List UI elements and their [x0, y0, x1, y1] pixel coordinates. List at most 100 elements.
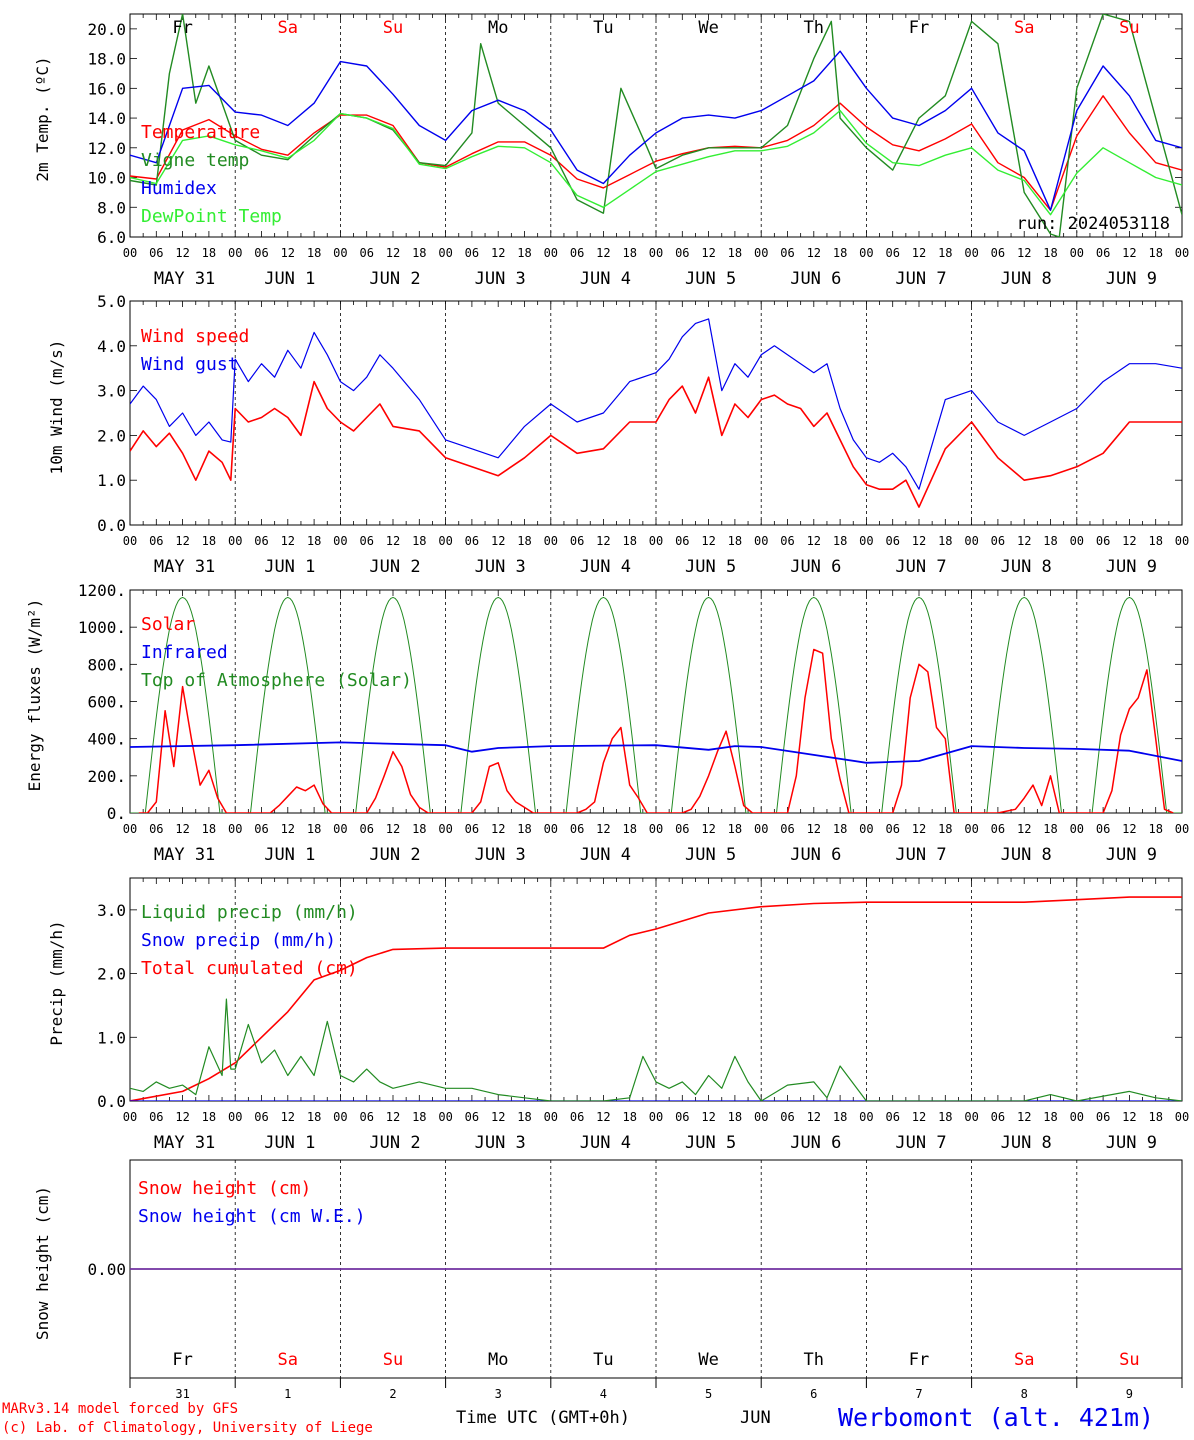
hour-tick-label: 00 — [859, 1110, 873, 1124]
hour-tick-label: 18 — [938, 246, 952, 260]
weekday-label: Sa — [1014, 1350, 1034, 1370]
date-label: JUN 2 — [369, 557, 420, 577]
hour-tick-label: 18 — [622, 246, 636, 260]
hour-tick-label: 06 — [991, 246, 1005, 260]
run-label: run: 2024053118 — [1016, 214, 1170, 234]
hour-tick-label: 12 — [491, 246, 505, 260]
weekday-label: Fr — [172, 18, 192, 38]
hour-tick-label: 00 — [754, 534, 768, 548]
day-number-label: 4 — [600, 1387, 607, 1401]
hour-tick-label: 18 — [938, 1110, 952, 1124]
hour-tick-label: 00 — [333, 246, 347, 260]
date-label: JUN 9 — [1106, 845, 1157, 865]
date-label: JUN 3 — [475, 1133, 526, 1153]
legend-entry: Humidex — [141, 178, 217, 199]
hour-tick-label: 12 — [912, 534, 926, 548]
hour-tick-label: 18 — [622, 1110, 636, 1124]
hour-tick-label: 00 — [228, 534, 242, 548]
date-label: JUN 6 — [790, 845, 841, 865]
hour-tick-label: 18 — [412, 246, 426, 260]
hour-tick-label: 12 — [807, 534, 821, 548]
hour-tick-label: 18 — [307, 246, 321, 260]
hour-tick-label: 06 — [780, 1110, 794, 1124]
date-label: JUN 5 — [685, 1133, 736, 1153]
y-tick-label: 18.0 — [87, 50, 126, 69]
hour-tick-label: 18 — [728, 534, 742, 548]
day-number-label: 31 — [175, 1387, 189, 1401]
hour-tick-label: 12 — [1122, 822, 1136, 836]
hour-tick-label: 00 — [1175, 246, 1189, 260]
hour-tick-label: 12 — [386, 1110, 400, 1124]
hour-tick-label: 06 — [780, 534, 794, 548]
weekday-label: We — [698, 1350, 718, 1370]
hour-tick-label: 00 — [544, 822, 558, 836]
date-label: JUN 3 — [475, 269, 526, 289]
date-label: JUN 5 — [685, 845, 736, 865]
hour-tick-label: 18 — [1148, 1110, 1162, 1124]
date-label: JUN 7 — [895, 557, 946, 577]
date-label: JUN 6 — [790, 1133, 841, 1153]
hour-tick-label: 12 — [175, 246, 189, 260]
date-label: JUN 8 — [1001, 557, 1052, 577]
hour-tick-label: 06 — [149, 246, 163, 260]
day-number-label: 9 — [1126, 1387, 1133, 1401]
hour-tick-label: 00 — [1070, 822, 1084, 836]
weekday-label: Sa — [1014, 18, 1034, 38]
date-label: JUN 7 — [895, 1133, 946, 1153]
hour-tick-label: 12 — [386, 822, 400, 836]
hour-tick-label: 06 — [675, 1110, 689, 1124]
series-line — [130, 95, 1182, 211]
y-tick-label: 3.0 — [97, 382, 126, 401]
hour-tick-label: 18 — [1043, 1110, 1057, 1124]
hour-tick-label: 06 — [465, 822, 479, 836]
hour-tick-label: 00 — [438, 534, 452, 548]
y-tick-label: 1.0 — [97, 1028, 126, 1047]
hour-tick-label: 18 — [307, 1110, 321, 1124]
hour-tick-label: 12 — [281, 822, 295, 836]
date-label: JUN 1 — [264, 845, 315, 865]
hour-tick-label: 06 — [254, 1110, 268, 1124]
hour-tick-label: 12 — [281, 534, 295, 548]
hour-tick-label: 06 — [780, 822, 794, 836]
hour-tick-label: 18 — [307, 534, 321, 548]
weekday-label: Fr — [172, 1350, 192, 1370]
hour-tick-label: 00 — [964, 822, 978, 836]
station-label: Werbomont (alt. 421m) — [838, 1403, 1155, 1432]
hour-tick-label: 00 — [544, 534, 558, 548]
day-number-label: 8 — [1021, 1387, 1028, 1401]
hour-tick-label: 06 — [991, 1110, 1005, 1124]
weekday-label: Fr — [909, 18, 929, 38]
date-label: JUN 4 — [580, 845, 631, 865]
legend-entry: Wind speed — [141, 326, 249, 347]
y-tick-label: 10.0 — [87, 169, 126, 188]
toa-solar-line — [761, 596, 867, 813]
hour-tick-label: 00 — [1175, 822, 1189, 836]
hour-tick-label: 18 — [412, 822, 426, 836]
weekday-label: Mo — [488, 1350, 508, 1370]
date-label: JUN 8 — [1001, 269, 1052, 289]
hour-tick-label: 06 — [149, 1110, 163, 1124]
hour-tick-label: 00 — [859, 534, 873, 548]
date-label: JUN 6 — [790, 269, 841, 289]
y-tick-label: 4.0 — [97, 337, 126, 356]
legend-entry: Infrared — [141, 642, 228, 663]
hour-tick-label: 12 — [1122, 1110, 1136, 1124]
hour-tick-label: 18 — [1043, 822, 1057, 836]
hour-tick-label: 06 — [570, 246, 584, 260]
hour-tick-label: 00 — [123, 534, 137, 548]
footer-month-label: JUN — [740, 1408, 771, 1428]
footer-time-label: Time UTC (GMT+0h) — [456, 1408, 630, 1428]
series-line — [130, 14, 1182, 237]
hour-tick-label: 18 — [202, 1110, 216, 1124]
hour-tick-label: 06 — [780, 246, 794, 260]
date-label: JUN 3 — [475, 557, 526, 577]
date-label: JUN 7 — [895, 845, 946, 865]
hour-tick-label: 12 — [912, 246, 926, 260]
hour-tick-label: 00 — [544, 246, 558, 260]
hour-tick-label: 18 — [728, 822, 742, 836]
hour-tick-label: 12 — [807, 246, 821, 260]
toa-solar-line — [340, 596, 446, 813]
toa-solar-line — [971, 596, 1077, 813]
hour-tick-label: 18 — [833, 822, 847, 836]
hour-tick-label: 00 — [228, 1110, 242, 1124]
